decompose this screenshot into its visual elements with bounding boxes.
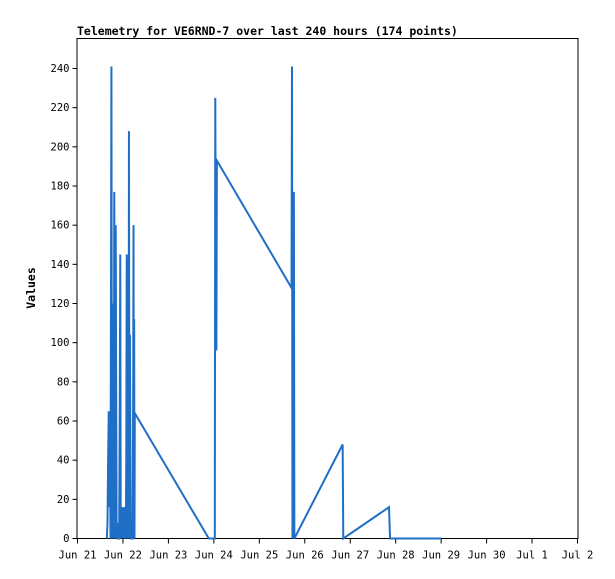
- chart-title: Telemetry for VE6RND-7 over last 240 hou…: [77, 24, 458, 38]
- x-tick-label: Jun 23: [149, 550, 187, 562]
- x-axis: Jun 21 Jun 22 Jun 23 Jun 24 Jun 25 Jun 26 Jun …: [59, 538, 594, 562]
- x-tick-label: Jun 27: [331, 550, 369, 562]
- x-tick-label: Jun 22: [104, 550, 142, 562]
- y-tick-label: 40: [57, 455, 70, 467]
- y-tick-label: 80: [57, 376, 70, 388]
- y-axis: 0 20 40 60 80 100 120 140 160 180 200 220 240: [51, 63, 78, 545]
- x-tick-label: Jun 26: [286, 550, 324, 562]
- y-axis-label: Values: [24, 267, 38, 309]
- x-tick-label: Jun 24: [195, 550, 233, 562]
- y-tick-label: 60: [57, 416, 70, 428]
- plot-frame: [76, 38, 579, 539]
- x-tick-label: Jun 30: [468, 550, 506, 562]
- x-tick-label: Jun 21: [59, 550, 97, 562]
- y-tick-label: 160: [51, 220, 70, 232]
- y-tick-label: 180: [51, 181, 70, 193]
- x-tick-label: Jun 25: [240, 550, 278, 562]
- y-tick-label: 240: [51, 63, 70, 75]
- series-group: [105, 66, 442, 541]
- y-tick-label: 220: [51, 102, 70, 114]
- x-tick-label: Jul 1: [516, 550, 548, 562]
- x-tick-label: Jun 28: [377, 550, 415, 562]
- y-tick-label: 20: [57, 494, 70, 506]
- y-tick-label: 100: [51, 337, 70, 349]
- series-line-0: [105, 66, 442, 541]
- y-tick-label: 120: [51, 298, 70, 310]
- x-tick-label: Jun 29: [422, 550, 460, 562]
- x-tick-label: Jul 2: [562, 550, 594, 562]
- y-tick-label: 140: [51, 259, 70, 271]
- y-tick-label: 200: [51, 141, 70, 153]
- y-tick-label: 0: [63, 533, 69, 545]
